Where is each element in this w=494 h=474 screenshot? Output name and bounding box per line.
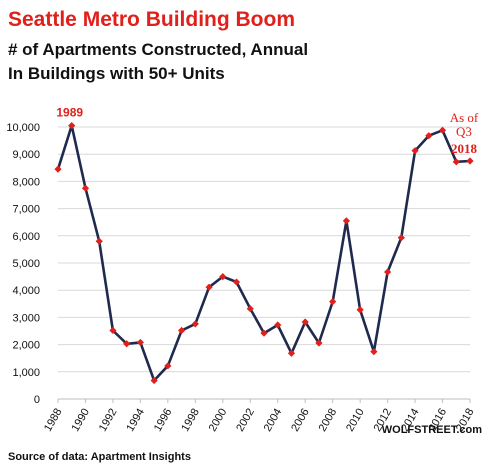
data-point xyxy=(205,283,213,291)
data-point xyxy=(219,273,227,281)
x-tick-label: 1994 xyxy=(124,407,147,434)
annotation-peak-1989: 1989 xyxy=(56,106,83,120)
annotation-q3: Q3 xyxy=(456,124,472,139)
x-tick-label: 1996 xyxy=(152,407,175,434)
data-point xyxy=(301,318,309,326)
annotation-as-of: As of xyxy=(450,110,479,125)
source-note: Source of data: Apartment Insights xyxy=(8,451,191,463)
data-point xyxy=(342,217,350,225)
data-point xyxy=(274,321,282,329)
y-tick-label: 6,000 xyxy=(12,231,40,243)
data-point xyxy=(191,320,199,328)
y-tick-label: 9,000 xyxy=(12,149,40,161)
chart-subtitle-line-1: # of Apartments Constructed, Annual xyxy=(8,40,309,59)
data-point xyxy=(384,268,392,276)
brand-label: WOLFSTREET.com xyxy=(381,424,482,436)
y-tick-label: 0 xyxy=(34,394,40,406)
annotation-year-2018: 2018 xyxy=(451,141,478,156)
x-tick-label: 2010 xyxy=(344,407,367,434)
y-tick-label: 1,000 xyxy=(12,367,40,379)
x-tick-label: 1998 xyxy=(179,407,202,434)
chart-title: Seattle Metro Building Boom xyxy=(8,8,296,31)
y-tick-label: 2,000 xyxy=(12,340,40,352)
data-point xyxy=(452,158,460,166)
x-tick-label: 1992 xyxy=(97,407,120,434)
data-point xyxy=(178,326,186,335)
data-point xyxy=(164,362,172,370)
series-line xyxy=(56,124,471,382)
data-point xyxy=(438,126,447,134)
data-point xyxy=(95,237,103,245)
y-tick-label: 7,000 xyxy=(12,204,40,216)
data-point xyxy=(68,122,76,130)
data-point xyxy=(411,147,419,155)
data-point xyxy=(81,184,90,192)
data-point xyxy=(315,339,323,347)
data-point xyxy=(123,340,131,348)
x-tick-label: 2008 xyxy=(317,407,340,434)
data-point xyxy=(370,348,378,356)
y-tick-label: 3,000 xyxy=(12,312,40,324)
data-point xyxy=(109,326,117,335)
data-point xyxy=(136,338,144,347)
data-point xyxy=(329,298,337,306)
x-tick-label: 2000 xyxy=(207,407,230,434)
y-tick-label: 8,000 xyxy=(12,176,40,188)
data-point xyxy=(425,132,433,140)
y-tick-label: 5,000 xyxy=(12,258,40,270)
data-point xyxy=(260,329,268,337)
y-tick-label: 10,000 xyxy=(6,122,40,134)
x-tick-label: 1988 xyxy=(42,407,65,434)
data-point xyxy=(246,305,254,313)
data-point xyxy=(232,278,241,286)
x-tick-label: 2006 xyxy=(289,407,312,434)
x-tick-label: 2004 xyxy=(262,407,285,434)
data-point xyxy=(150,376,158,385)
x-tick-label: 1990 xyxy=(69,407,92,434)
data-point xyxy=(287,349,296,357)
data-point xyxy=(356,306,364,314)
y-tick-label: 4,000 xyxy=(12,285,40,297)
chart-subtitle-line-2: In Buildings with 50+ Units xyxy=(8,64,225,83)
data-point xyxy=(54,165,62,173)
data-point xyxy=(397,234,405,242)
x-tick-label: 2002 xyxy=(234,407,257,434)
data-point xyxy=(466,157,474,165)
